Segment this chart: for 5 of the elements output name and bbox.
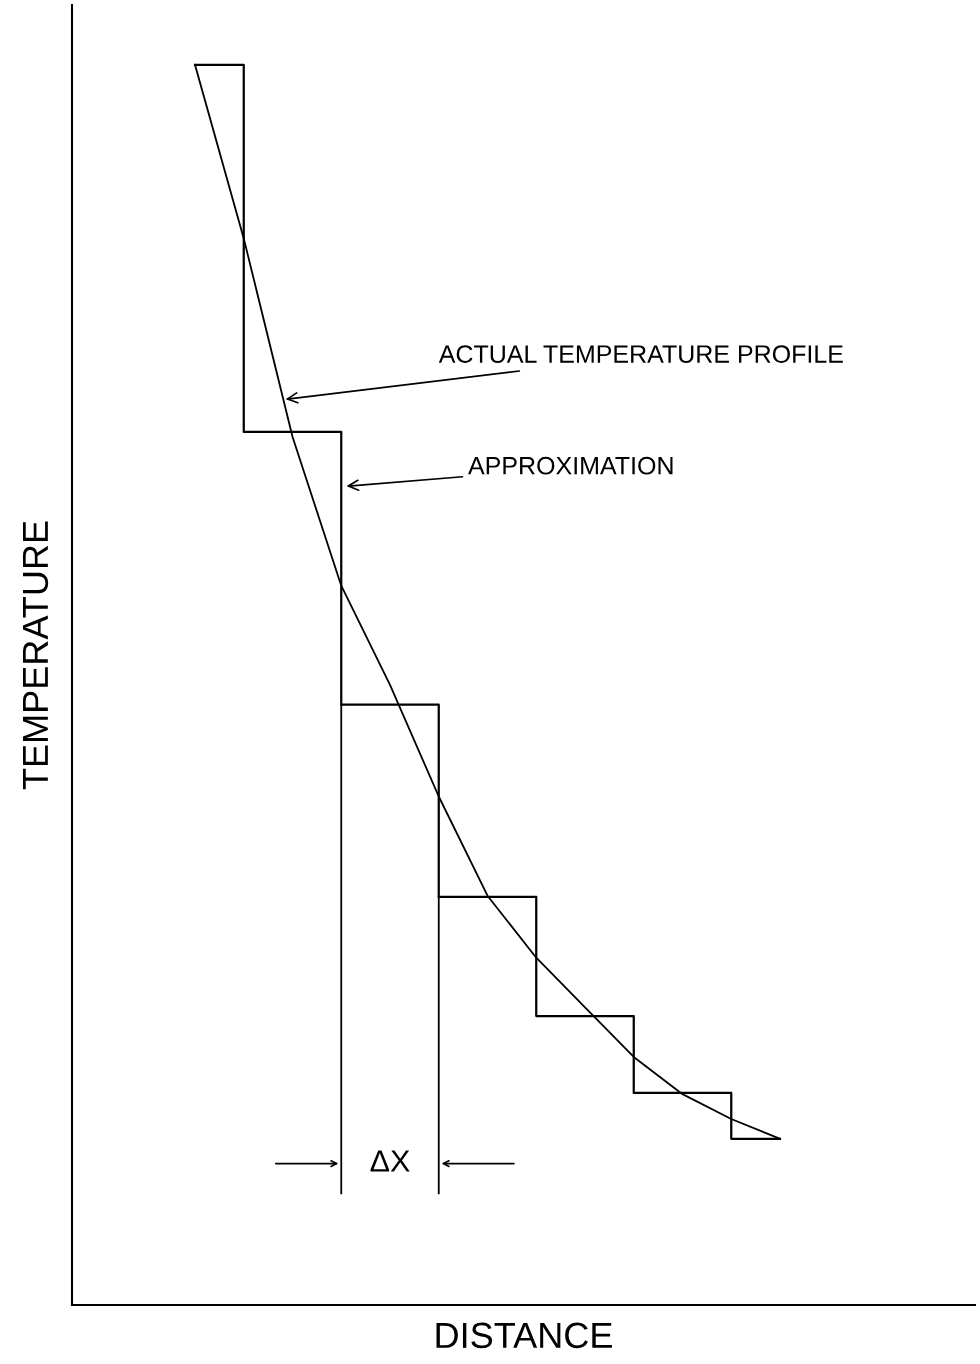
annotation: ACTUAL TEMPERATURE PROFILE bbox=[438, 345, 843, 363]
annotation: APPROXIMATION bbox=[468, 456, 673, 475]
x-axis-title: DISTANCE bbox=[436, 1322, 612, 1349]
y-axis-title: TEMPERATURE bbox=[23, 521, 49, 790]
annotation: ΔX bbox=[370, 1150, 410, 1172]
